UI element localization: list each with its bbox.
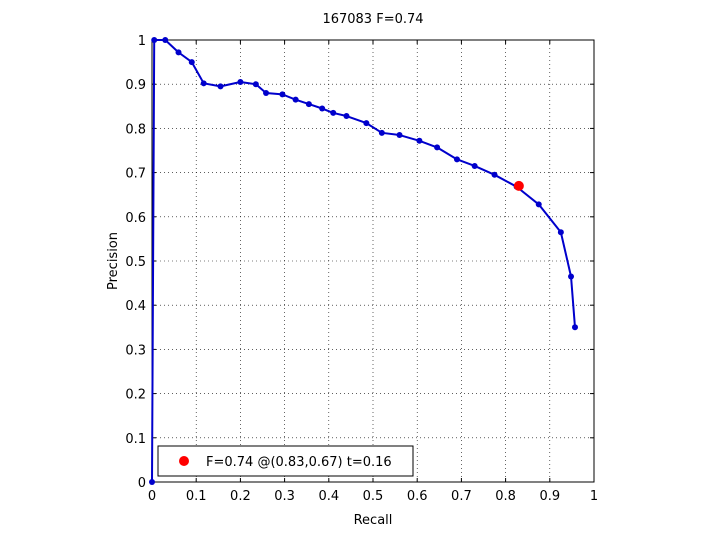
pr-data-point: [237, 78, 244, 85]
pr-data-point: [471, 162, 478, 169]
y-tick-label: 0.2: [125, 388, 146, 403]
pr-data-point: [557, 229, 564, 236]
y-tick-label: 0: [138, 476, 146, 491]
pr-data-point: [292, 96, 299, 103]
pr-data-point: [378, 129, 385, 136]
pr-data-point: [149, 479, 155, 485]
x-tick-label: 1: [590, 489, 598, 504]
x-tick-label: 0: [148, 489, 156, 504]
grid-layer: [152, 40, 594, 482]
pr-data-point: [188, 59, 195, 66]
pr-data-point: [200, 80, 207, 87]
x-tick-label: 0.5: [363, 489, 384, 504]
pr-data-point: [416, 137, 423, 144]
x-axis-label: Recall: [354, 513, 393, 528]
pr-data-point: [434, 144, 441, 151]
y-tick-label: 1: [138, 34, 146, 49]
pr-data-point: [343, 113, 350, 120]
legend-label: F=0.74 @(0.83,0.67) t=0.16: [206, 455, 392, 470]
pr-data-point: [363, 120, 370, 127]
legend-box: [157, 445, 414, 477]
y-tick-label: 0.4: [125, 299, 146, 314]
pr-data-point: [571, 324, 578, 331]
x-tick-label: 0.2: [230, 489, 251, 504]
x-tick-label: 0.7: [451, 489, 472, 504]
pr-data-point: [305, 101, 312, 108]
pr-data-point: [535, 201, 542, 208]
y-tick-label: 0.3: [125, 343, 146, 358]
x-tick-label: 0.8: [495, 489, 516, 504]
x-tick-label: 0.1: [186, 489, 207, 504]
x-tick-label: 0.9: [539, 489, 560, 504]
x-tick-label: 0.6: [407, 489, 428, 504]
pr-data-point: [568, 273, 575, 280]
x-tick-label: 0.3: [274, 489, 295, 504]
pr-data-point: [263, 90, 270, 97]
y-tick-label: 0.1: [125, 432, 146, 447]
ticks-layer: 0 0.1 0.2 0.3 0.4 0.5 0.6 0.7 0.8 0.9 1 0 0.1 0.2 0.3 0…: [125, 34, 598, 504]
y-tick-label: 0.6: [125, 211, 146, 226]
pr-data-point: [491, 171, 498, 178]
y-tick-label: 0.5: [125, 255, 146, 270]
pr-data-point: [319, 105, 326, 112]
y-tick-label: 0.9: [125, 78, 146, 93]
y-tick-label: 0.7: [125, 167, 146, 182]
pr-data-point: [151, 37, 158, 43]
pr-data-point: [453, 156, 460, 163]
best-f-point: [513, 180, 524, 191]
y-tick-label: 0.8: [125, 122, 146, 137]
legend: F=0.74 @(0.83,0.67) t=0.16: [157, 445, 414, 477]
pr-data-point: [162, 37, 169, 43]
x-tick-label: 0.4: [318, 489, 339, 504]
pr-data-point: [279, 91, 286, 98]
y-axis-label: Precision: [106, 232, 121, 290]
series-layer: [149, 37, 578, 485]
pr-data-point: [217, 83, 224, 90]
legend-marker: [179, 456, 189, 466]
pr-data-point: [330, 109, 337, 116]
chart-title: 167083 F=0.74: [322, 12, 423, 27]
best-point-layer: [513, 180, 524, 191]
pr-data-point: [175, 49, 182, 56]
pr-data-point: [252, 81, 259, 88]
pr-data-point: [396, 132, 403, 139]
